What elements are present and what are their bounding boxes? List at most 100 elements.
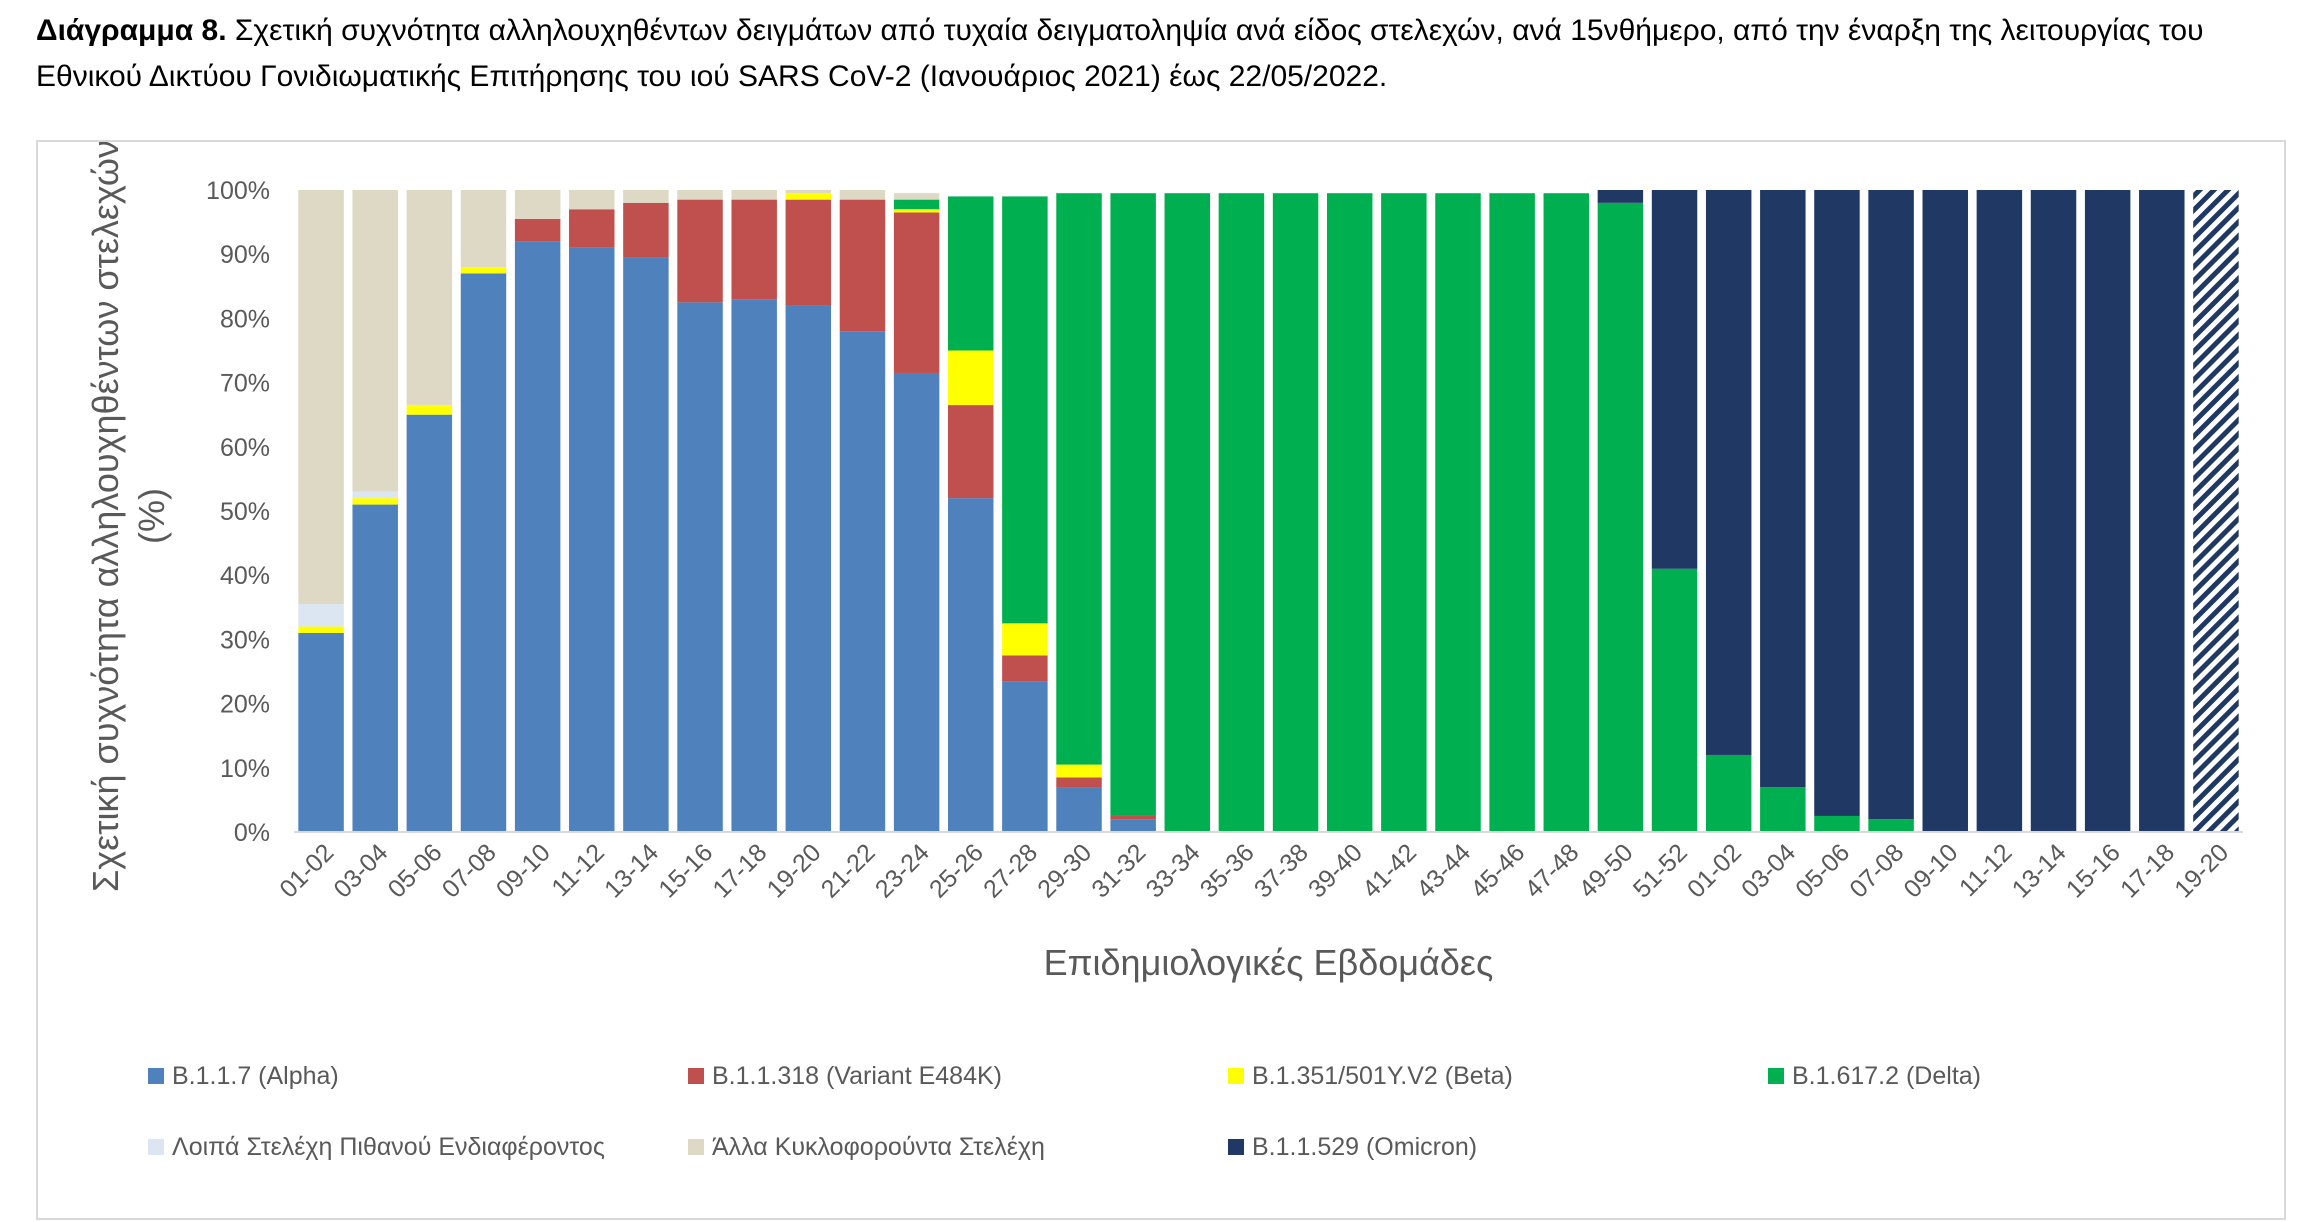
bar-segment-03-04-series-5 [352,190,398,492]
legend-swatch [1228,1139,1244,1155]
x-tick-label: 07-08 [1844,838,1909,903]
bar-segment-23-24-series-1 [893,212,940,373]
x-tick-label: 51-52 [1628,838,1693,903]
y-tick-label: 30% [220,626,270,654]
bar-segment-21-22-series-1 [839,199,886,332]
x-tick-label: 35-36 [1195,838,1260,903]
y-tick-label: 100% [206,177,270,205]
legend-swatch [688,1068,704,1084]
bar-segment-15-16-series-1 [677,199,723,303]
x-tick-label: 09-10 [1898,838,1963,903]
bar-segment-49-50-series-6 [1597,190,1644,203]
legend-swatch [1228,1068,1244,1084]
bar-segment-49-50-series-3 [1597,202,1644,833]
legend-swatch [1768,1068,1784,1084]
x-tick-label: 37-38 [1249,838,1314,903]
bar-segment-09-10-series-0 [514,241,561,833]
x-tick-label: 09-10 [491,838,556,903]
bar-segment-17-18-series-0 [731,299,777,832]
legend-item: B.1.1.529 (Omicron) [1228,1132,1477,1162]
x-tick-label: 29-30 [1032,838,1097,903]
bar-segment-05-06-series-5 [406,190,453,406]
bar-segment-11-12-series-1 [569,209,615,248]
y-tick-label: 20% [220,691,270,719]
legend-label: Άλλα Κυκλοφορούντα Στελέχη [712,1132,1045,1161]
bar-segment-09-10-series-5 [514,190,561,219]
legend-swatch [688,1139,704,1155]
bar-segment-35-36-series-3 [1218,193,1265,833]
legend-item: Άλλα Κυκλοφορούντα Στελέχη [688,1132,1045,1162]
bar-segment-37-38-series-3 [1272,193,1319,833]
bar-segment-13-14-series-0 [623,257,669,832]
bar-segment-19-20-series-5 [785,190,832,194]
caption-label: Διάγραμμα 8. [36,14,227,47]
bar-segment-33-34-series-3 [1164,193,1211,833]
bar-segment-11-12-series-5 [569,190,615,210]
legend-label: B.1.617.2 (Delta) [1792,1061,1981,1090]
bar-segment-09-10-series-6 [1922,190,1968,832]
bar-segment-01-02-series-4 [298,604,344,627]
bar-segment-25-26-series-1 [948,405,994,499]
bar-segment-21-22-series-5 [839,190,886,200]
bar-segment-07-08-series-2 [460,267,507,274]
caption-text: Σχετική συχνότητα αλληλουχηθέντων δειγμά… [36,14,2204,93]
bar-segment-03-04-series-2 [352,498,398,505]
bar-segment-19-20-series-0 [785,305,832,832]
bar-segment-07-08-series-5 [460,190,507,268]
bar-segment-29-30-series-2 [1056,764,1102,778]
y-tick-label: 60% [220,434,270,462]
x-tick-label: 05-06 [383,838,448,903]
bar-segment-01-02-series-6 [1705,190,1752,755]
bar-segment-01-02-series-0 [298,632,344,832]
bar-segment-23-24-series-0 [893,372,940,832]
bar-segment-23-24-series-2 [893,209,940,213]
y-tick-label: 10% [220,755,270,783]
x-tick-label: 41-42 [1357,838,1422,903]
y-tick-label: 50% [220,498,270,526]
legend-item: B.1.1.7 (Alpha) [148,1061,339,1091]
x-tick-label: 21-22 [816,838,881,903]
bar-segment-27-28-series-0 [1002,681,1048,832]
x-tick-label: 05-06 [1790,838,1855,903]
bar-segment-21-22-series-0 [839,331,886,832]
x-tick-label: 39-40 [1303,838,1368,903]
bar-segment-07-08-series-3 [1868,819,1914,832]
legend-swatch [148,1068,164,1084]
y-tick-label: 0% [234,819,270,847]
legend-swatch [148,1139,164,1155]
bar-segment-03-04-series-3 [1760,787,1806,832]
legend-item: B.1.1.318 (Variant E484K) [688,1061,1002,1091]
bar-segment-01-02-series-5 [298,190,344,605]
x-tick-label: 25-26 [924,838,989,903]
x-tick-label: 11-12 [546,838,610,902]
x-tick-label: 03-04 [328,838,393,903]
y-tick-label: 70% [220,370,270,398]
x-tick-label: 19-20 [2169,838,2234,903]
bar-segment-41-42-series-3 [1381,193,1427,833]
bar-segment-27-28-series-1 [1002,655,1048,682]
bar-segment-03-04-series-6 [1760,190,1806,788]
x-tick-label: 13-14 [599,838,664,903]
x-tick-label: 11-12 [1954,838,2018,902]
bar-segment-07-08-series-0 [460,273,507,832]
bar-segment-11-12-series-0 [569,247,615,832]
x-tick-label: 15-16 [2061,838,2126,903]
legend-label: B.1.351/501Y.V2 (Beta) [1252,1061,1513,1090]
bar-segment-13-14-series-1 [623,202,669,258]
y-axis-title: Σχετική συχνότητα αλληλουχηθέντων στελεχ… [85,142,172,892]
bar-segment-19-20-series-2 [785,193,832,200]
bar-segment-27-28-series-3 [1002,196,1048,624]
bar-segment-05-06-series-6 [1814,190,1860,816]
bar-segment-19-20-series-1 [785,199,832,306]
stacked-bar-chart: 0%10%20%30%40%50%60%70%80%90%100%01-0203… [85,142,2243,983]
bar-segment-29-30-series-3 [1056,193,1102,765]
bar-segment-03-04-series-0 [352,504,398,832]
bar-segment-11-12-series-6 [1976,190,2023,832]
bar-segment-39-40-series-3 [1326,193,1373,833]
bar-segment-03-04-series-4 [352,491,398,499]
bar-segment-31-32-series-1 [1110,815,1156,820]
x-tick-label: 13-14 [2007,838,2072,903]
x-tick-label: 17-18 [2115,838,2180,903]
bar-segment-05-06-series-0 [406,414,453,832]
bar-segment-43-44-series-3 [1435,193,1481,833]
